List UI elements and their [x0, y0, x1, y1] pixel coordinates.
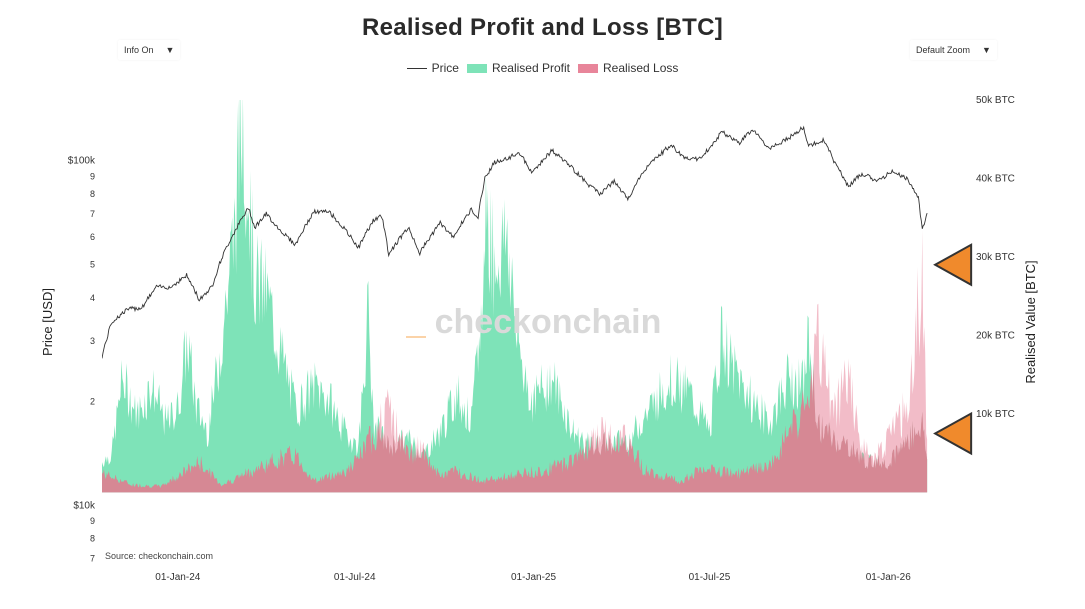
y-left-tick-label: 3 [90, 336, 95, 346]
y-axis-left: 7 8 9 $10k 2 3 4 5 6 7 8 9 $100k [68, 156, 96, 564]
x-tick-label: 01-Jan-25 [511, 572, 556, 583]
legend-swatch-profit [466, 63, 487, 73]
legend-item-loss[interactable]: Realised Loss [578, 61, 678, 75]
y-axis-right: 10k BTC 20k BTC 30k BTC 40k BTC 50k BTC [976, 95, 1015, 420]
source-note: Source: checkonchain.com [105, 551, 213, 561]
series-realised-profit-area [102, 100, 928, 493]
y-axis-left-label: Price [USD] [40, 288, 55, 356]
legend-swatch-loss [578, 63, 598, 73]
y-left-tick-label: $10k [73, 500, 96, 511]
legend-label-price: Price [431, 61, 459, 75]
y-right-tick-label: 10k BTC [976, 409, 1015, 420]
y-left-tick-label: 7 [90, 554, 95, 564]
info-toggle-label: Info On [124, 45, 154, 55]
watermark-logo-mark [406, 336, 426, 338]
series-price-line [102, 125, 928, 359]
info-toggle-dropdown[interactable]: Info On ▼ [118, 40, 181, 60]
chart-title: Realised Profit and Loss [BTC] [361, 14, 724, 41]
y-right-tick-label: 50k BTC [976, 95, 1015, 106]
x-tick-label: 01-Jul-25 [689, 572, 731, 583]
y-left-tick-label: 2 [90, 397, 95, 407]
annotation-arrow-icon [933, 243, 973, 287]
y-left-tick-label: 8 [90, 534, 95, 544]
x-tick-label: 01-Jan-26 [866, 572, 911, 583]
legend-label-profit: Realised Profit [491, 61, 570, 75]
chevron-down-icon: ▼ [982, 45, 991, 55]
y-left-tick-label: 9 [90, 171, 95, 181]
y-left-tick-label: 5 [90, 259, 95, 269]
y-right-tick-label: 30k BTC [976, 252, 1015, 263]
legend-swatch-price [406, 67, 427, 69]
y-left-tick-label: 8 [90, 189, 95, 199]
legend-item-profit[interactable]: Realised Profit [466, 61, 570, 75]
x-tick-label: 01-Jul-24 [334, 572, 376, 583]
legend-label-loss: Realised Loss [603, 61, 679, 75]
y-right-tick-label: 40k BTC [976, 173, 1015, 184]
zoom-label: Default Zoom [916, 45, 971, 55]
chart-legend: Price Realised Profit Realised Loss [0, 61, 1085, 75]
y-left-tick-label: $100k [68, 156, 96, 167]
legend-item-price[interactable]: Price [406, 61, 459, 75]
y-axis-right-label: Realised Value [BTC] [1023, 260, 1038, 383]
zoom-dropdown[interactable]: Default Zoom ▼ [910, 40, 997, 60]
x-axis: 01-Jan-24 01-Jul-24 01-Jan-25 01-Jul-25 01-J… [155, 572, 911, 583]
y-left-tick-label: 6 [90, 232, 95, 242]
y-right-tick-label: 20k BTC [976, 330, 1015, 341]
y-left-tick-label: 7 [90, 209, 95, 219]
y-left-tick-label: 9 [90, 516, 95, 526]
chevron-down-icon: ▼ [165, 45, 175, 55]
watermark: checkonchain [435, 303, 662, 341]
x-tick-label: 01-Jan-24 [155, 572, 200, 583]
series-realised-loss-area [102, 230, 928, 493]
y-left-tick-label: 4 [90, 293, 95, 303]
annotation-arrow-icon [933, 411, 973, 456]
